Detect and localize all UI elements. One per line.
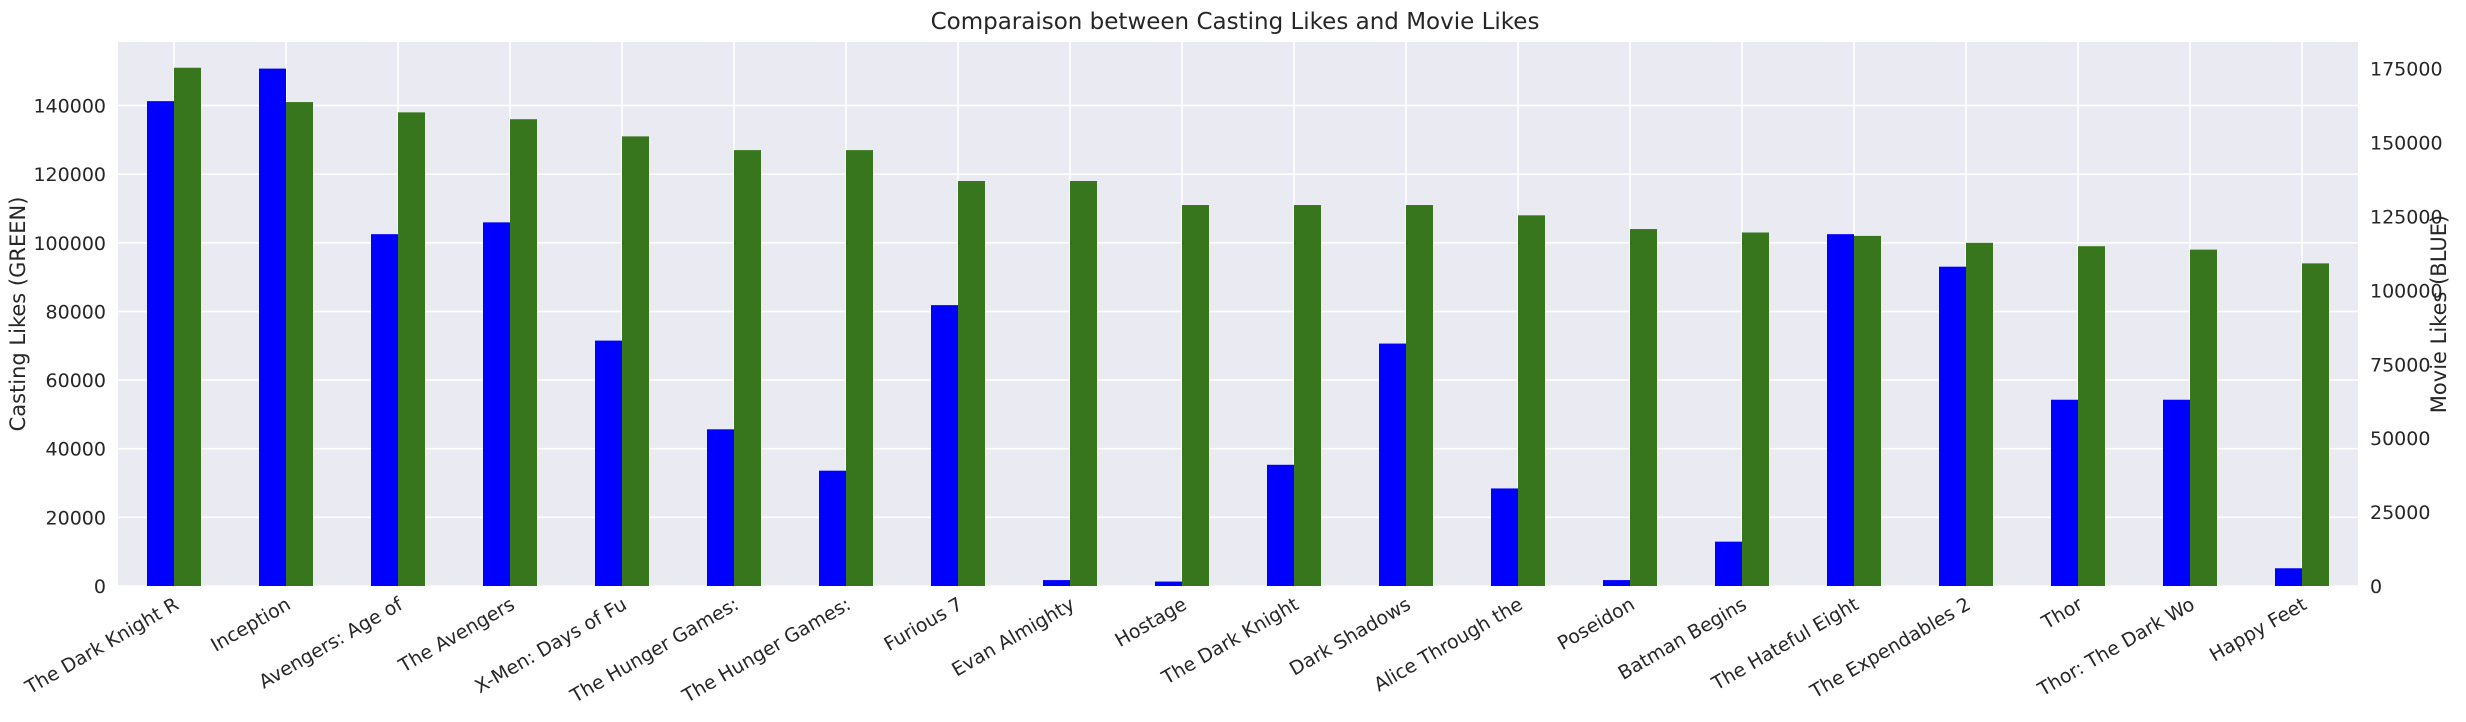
bar-movie-likes (1267, 464, 1294, 586)
bar-movie-likes (483, 222, 510, 586)
bar-casting-likes (2302, 263, 2329, 586)
y-left-tick-label: 100000 (33, 233, 106, 255)
bar-movie-likes (2051, 399, 2078, 586)
bar-casting-likes (398, 112, 425, 586)
bar-casting-likes (958, 181, 985, 586)
bar-casting-likes (174, 67, 201, 586)
bar-movie-likes (2163, 399, 2190, 586)
x-tick-label: Poseidon (1554, 593, 1639, 655)
bar-casting-likes (1630, 229, 1657, 586)
bar-casting-likes (734, 150, 761, 586)
y-right-tick-label: 125000 (2370, 206, 2443, 228)
x-tick-label: The Dark Knight R (21, 593, 183, 699)
y-right-tick-label: 100000 (2370, 280, 2443, 302)
bar-movie-likes (931, 305, 958, 586)
y-right-tick-label: 175000 (2370, 59, 2443, 81)
bars (147, 67, 2329, 587)
bar-movie-likes (259, 68, 286, 586)
x-tick-label: Evan Almighty (948, 593, 1078, 681)
bar-movie-likes (1715, 541, 1742, 586)
bar-casting-likes (1182, 205, 1209, 587)
bar-casting-likes (1854, 235, 1881, 587)
bar-movie-likes (2275, 568, 2302, 586)
bar-casting-likes (2078, 246, 2105, 586)
bar-movie-likes (371, 234, 398, 586)
x-tick-label: Happy Feet (2206, 593, 2311, 666)
bar-casting-likes (2190, 249, 2217, 587)
plot-area (118, 42, 2358, 586)
bar-casting-likes (1070, 181, 1097, 586)
bar-movie-likes (1155, 581, 1182, 586)
y-left-tick-label: 120000 (33, 164, 106, 186)
bar-movie-likes (1043, 580, 1070, 586)
x-tick-label: Inception (207, 593, 294, 656)
y-left-tick-label: 80000 (46, 301, 106, 323)
bar-casting-likes (1966, 242, 1993, 586)
x-tick-label: Furious 7 (880, 593, 966, 655)
y-axis-left-label: Casting Likes (GREEN) (6, 197, 30, 432)
bar-movie-likes (147, 101, 174, 586)
y-axis-left: 0 20000 40000 60000 80000 100000 120000 140000 (33, 95, 106, 598)
bar-casting-likes (1742, 232, 1769, 586)
bar-movie-likes (819, 470, 846, 586)
bar-movie-likes (707, 429, 734, 586)
y-axis-right: 0 25000 50000 75000 100000 125000 150000 175000 (2370, 59, 2443, 598)
bar-casting-likes (510, 119, 537, 587)
bar-movie-likes (1603, 580, 1630, 586)
bar-movie-likes (1491, 488, 1518, 586)
bar-casting-likes (1518, 215, 1545, 586)
y-left-tick-label: 20000 (46, 507, 106, 529)
bar-movie-likes (1379, 343, 1406, 586)
y-left-tick-label: 60000 (46, 370, 106, 392)
bar-casting-likes (1406, 205, 1433, 587)
y-left-tick-label: 40000 (46, 439, 106, 461)
y-right-tick-label: 0 (2370, 576, 2382, 598)
bar-casting-likes (846, 150, 873, 586)
bar-casting-likes (1294, 205, 1321, 587)
y-left-tick-label: 140000 (33, 95, 106, 117)
x-tick-label: Hostage (1111, 593, 1190, 651)
x-tick-label: Thor (2037, 593, 2086, 634)
bar-casting-likes (622, 136, 649, 586)
y-right-tick-label: 25000 (2370, 502, 2430, 524)
chart-title: Comparaison between Casting Likes and Mo… (931, 9, 1540, 35)
y-right-tick-label: 75000 (2370, 354, 2430, 376)
y-axis-right-label: Movie Likes (BLUE) (2427, 215, 2451, 413)
bar-movie-likes (595, 340, 622, 586)
y-right-tick-label: 50000 (2370, 428, 2430, 450)
bar-movie-likes (1827, 234, 1854, 586)
bar-movie-likes (1939, 266, 1966, 586)
bar-casting-likes (286, 102, 313, 586)
y-right-tick-label: 150000 (2370, 133, 2443, 155)
y-left-tick-label: 0 (94, 576, 106, 598)
